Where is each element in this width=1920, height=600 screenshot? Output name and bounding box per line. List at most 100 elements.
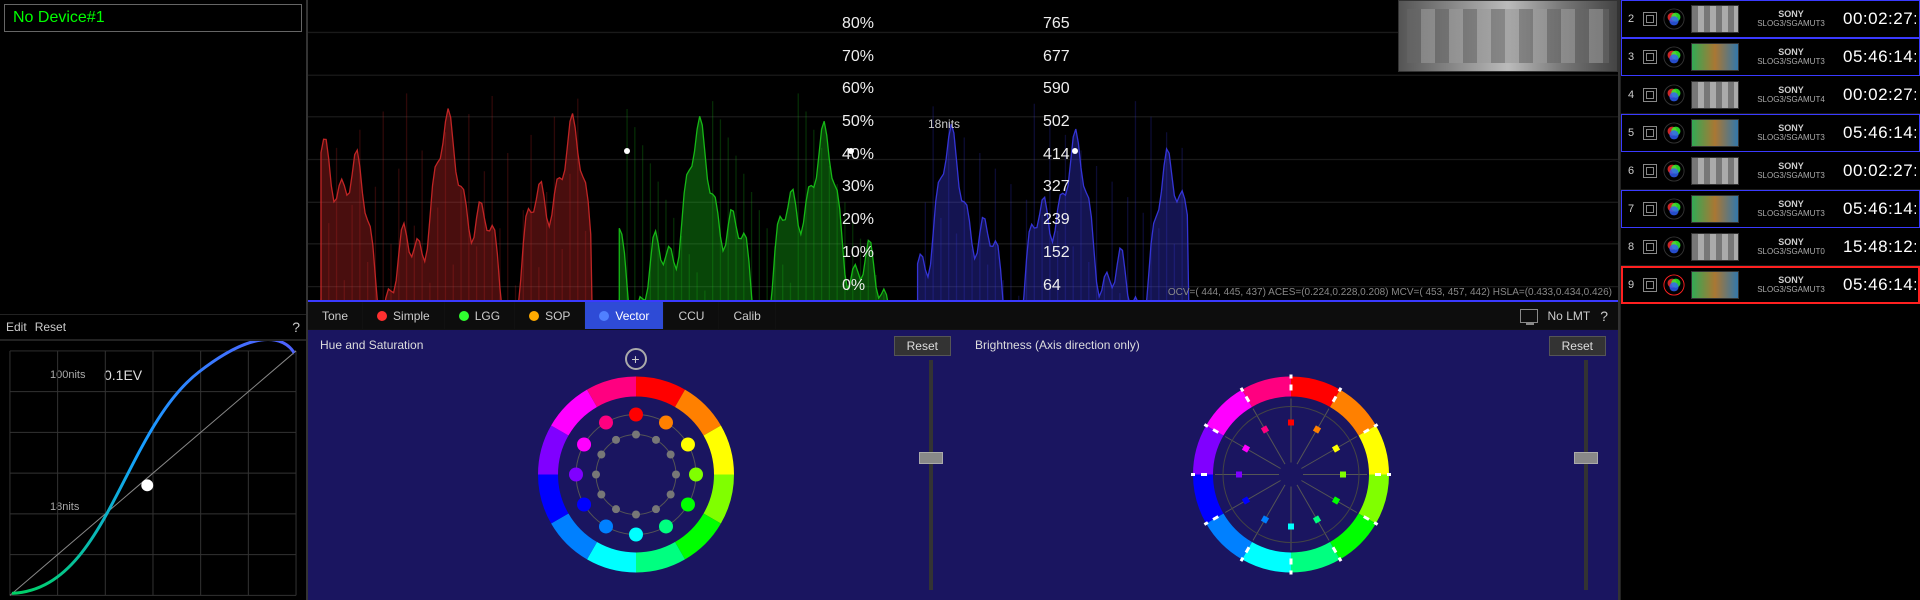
hue-sat-wheel[interactable]: [536, 374, 736, 577]
clip-row[interactable]: 6 SONY SLOG3/SGAMUT3 00:02:27:0: [1621, 152, 1920, 190]
vector-panel: Hue and Saturation Reset Brightness (Axi…: [308, 330, 1618, 600]
clip-maker: SONY: [1778, 47, 1804, 57]
clip-list: 2 SONY SLOG3/SGAMUT3 00:02:27:03 SONY SL…: [1620, 0, 1920, 600]
wf-value-label: 327: [1043, 178, 1070, 196]
clip-save-icon[interactable]: [1643, 126, 1657, 140]
tab-ccu[interactable]: CCU: [664, 302, 719, 329]
wf-value-label: 677: [1043, 48, 1070, 66]
wf-percent-label: 20%: [842, 211, 874, 229]
clip-format: SLOG3/SGAMUT0: [1757, 247, 1825, 256]
wf-value-label: 590: [1043, 80, 1070, 98]
tab-sop[interactable]: SOP: [515, 302, 585, 329]
clip-thumbnail[interactable]: [1691, 233, 1739, 261]
device-label: No Device#1: [13, 9, 105, 27]
tab-label: LGG: [475, 309, 500, 323]
left-spacer: [0, 36, 306, 314]
hue-sat-panel: Hue and Saturation Reset: [308, 330, 963, 600]
tab-lgg[interactable]: LGG: [445, 302, 515, 329]
clip-rgb-icon[interactable]: [1663, 46, 1685, 68]
no-lmt-label[interactable]: No LMT: [1548, 309, 1591, 323]
clip-maker: SONY: [1778, 275, 1804, 285]
brightness-wheel[interactable]: [1191, 374, 1391, 577]
clip-row[interactable]: 7 SONY SLOG3/SGAMUT3 05:46:14:2: [1621, 190, 1920, 228]
clip-format: SLOG3/SGAMUT4: [1757, 95, 1825, 104]
brightness-slider-thumb[interactable]: [1574, 452, 1598, 464]
clip-maker: SONY: [1778, 85, 1804, 95]
wf-value-label: 152: [1043, 244, 1070, 262]
hue-sat-reset-button[interactable]: Reset: [894, 336, 951, 356]
clip-save-icon[interactable]: [1643, 278, 1657, 292]
help-icon[interactable]: ?: [292, 319, 300, 335]
clip-row[interactable]: 4 SONY SLOG3/SGAMUT4 00:02:27:0: [1621, 76, 1920, 114]
clip-thumbnail[interactable]: [1691, 43, 1739, 71]
brightness-slider-track[interactable]: [1584, 360, 1588, 590]
tab-vector[interactable]: Vector: [585, 302, 664, 329]
clip-maker: SONY: [1778, 161, 1804, 171]
wf-value-label: 239: [1043, 211, 1070, 229]
tab-label: Tone: [322, 309, 348, 323]
clip-rgb-icon[interactable]: [1663, 274, 1685, 296]
waveform-monitor[interactable]: OCV=( 444, 445, 437) ACES=(0.224,0.228,0…: [308, 0, 1618, 300]
clip-thumbnail[interactable]: [1691, 195, 1739, 223]
clip-rgb-icon[interactable]: [1663, 160, 1685, 182]
clip-thumbnail[interactable]: [1691, 271, 1739, 299]
wf-percent-label: 10%: [842, 244, 874, 262]
wf-percent-label: 70%: [842, 48, 874, 66]
clip-thumbnail[interactable]: [1691, 5, 1739, 33]
clip-row[interactable]: 2 SONY SLOG3/SGAMUT3 00:02:27:0: [1621, 0, 1920, 38]
clip-row[interactable]: 3 SONY SLOG3/SGAMUT3 05:46:14:2: [1621, 38, 1920, 76]
clip-number: 4: [1625, 89, 1637, 101]
hue-sat-indicator[interactable]: [625, 348, 647, 370]
clip-rgb-icon[interactable]: [1663, 198, 1685, 220]
brightness-reset-button[interactable]: Reset: [1549, 336, 1606, 356]
brightness-panel: Brightness (Axis direction only) Reset: [963, 330, 1618, 600]
tabbar-help-icon[interactable]: ?: [1600, 308, 1608, 324]
clip-format: SLOG3/SGAMUT3: [1757, 57, 1825, 66]
tabbar-right: No LMT ?: [1520, 308, 1618, 324]
tone-curve-panel[interactable]: 100nits 0.1EV 18nits: [0, 340, 306, 600]
clip-save-icon[interactable]: [1643, 202, 1657, 216]
wf-percent-label: 60%: [842, 80, 874, 98]
clip-rgb-icon[interactable]: [1663, 84, 1685, 106]
wf-marker-dot: [1072, 148, 1078, 154]
clip-rgb-icon[interactable]: [1663, 236, 1685, 258]
color-readout: OCV=( 444, 445, 437) ACES=(0.224,0.228,0…: [1168, 287, 1612, 298]
clip-save-icon[interactable]: [1643, 164, 1657, 178]
clip-rgb-icon[interactable]: [1663, 122, 1685, 144]
tab-swatch-icon: [599, 311, 609, 321]
tab-swatch-icon: [529, 311, 539, 321]
clip-rgb-icon[interactable]: [1663, 8, 1685, 30]
clip-save-icon[interactable]: [1643, 88, 1657, 102]
clip-row[interactable]: 5 SONY SLOG3/SGAMUT3 05:46:14:2: [1621, 114, 1920, 152]
clip-number: 2: [1625, 13, 1637, 25]
tab-tone[interactable]: Tone: [308, 302, 363, 329]
tab-label: CCU: [678, 309, 704, 323]
reset-button[interactable]: Reset: [35, 320, 66, 334]
hue-sat-slider-thumb[interactable]: [919, 452, 943, 464]
preview-thumbnail[interactable]: [1398, 0, 1618, 72]
wf-value-label: 765: [1043, 15, 1070, 33]
clip-thumbnail[interactable]: [1691, 81, 1739, 109]
wf-marker-dot: [848, 148, 854, 154]
clip-row[interactable]: 8 SONY SLOG3/SGAMUT0 15:48:12:1: [1621, 228, 1920, 266]
clip-maker: SONY: [1778, 237, 1804, 247]
clip-save-icon[interactable]: [1643, 50, 1657, 64]
clip-save-icon[interactable]: [1643, 12, 1657, 26]
clip-format: SLOG3/SGAMUT3: [1757, 133, 1825, 142]
edit-button[interactable]: Edit: [6, 320, 27, 334]
tab-simple[interactable]: Simple: [363, 302, 445, 329]
curve-toolbar: Edit Reset ?: [0, 314, 306, 340]
left-sidebar: No Device#1 Edit Reset ? 100nits 0.1EV 1…: [0, 0, 308, 600]
clip-save-icon[interactable]: [1643, 240, 1657, 254]
wf-value-label: 414: [1043, 146, 1070, 164]
tab-calib[interactable]: Calib: [719, 302, 775, 329]
clip-thumbnail[interactable]: [1691, 157, 1739, 185]
clip-row[interactable]: 9 SONY SLOG3/SGAMUT3 05:46:14:2: [1621, 266, 1920, 304]
hue-sat-slider-track[interactable]: [929, 360, 933, 590]
device-box[interactable]: No Device#1: [4, 4, 302, 32]
clip-meta: SONY SLOG3/SGAMUT0: [1745, 237, 1837, 256]
monitor-icon[interactable]: [1520, 309, 1538, 323]
clip-thumbnail[interactable]: [1691, 119, 1739, 147]
clip-number: 6: [1625, 165, 1637, 177]
clip-number: 7: [1625, 203, 1637, 215]
